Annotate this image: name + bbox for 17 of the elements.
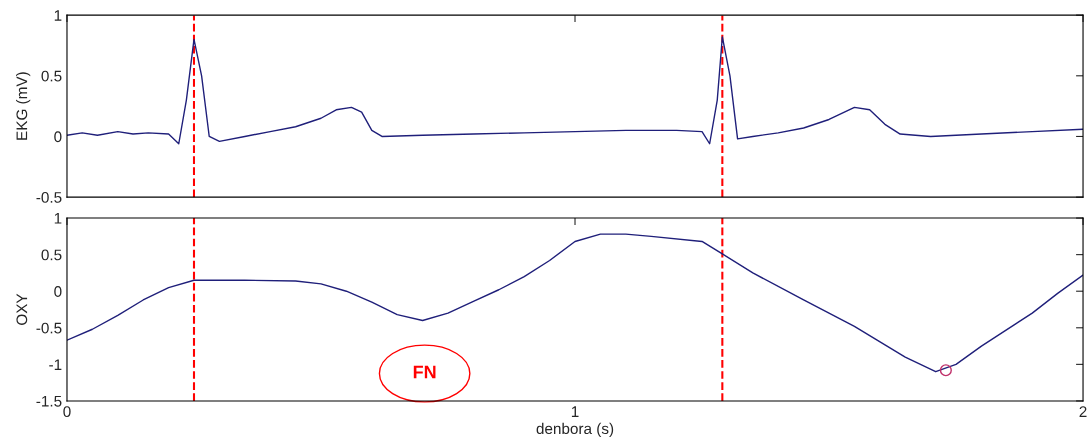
y-axis-title: OXY bbox=[16, 293, 28, 325]
x-tick-label: 2 bbox=[1079, 406, 1087, 417]
y-tick-label: 0.5 bbox=[41, 70, 62, 82]
y-axis-title: EKG (mV) bbox=[16, 72, 31, 140]
x-tick-label: 0 bbox=[63, 406, 71, 418]
y-tick-label: 0 bbox=[54, 131, 62, 143]
y-tick-label: 0 bbox=[54, 286, 62, 297]
y-tick-label: 1 bbox=[54, 10, 62, 21]
y-tick-label: -0.5 bbox=[36, 192, 62, 203]
y-tick-label: -1 bbox=[49, 359, 62, 370]
y-tick-label: -0.5 bbox=[36, 322, 62, 334]
x-axis-title: denbora (s) bbox=[536, 422, 614, 438]
annotation: FN bbox=[413, 365, 436, 379]
y-tick-label: 0.5 bbox=[41, 249, 62, 261]
x-tick-label: 1 bbox=[571, 406, 579, 417]
y-tick-label: 1 bbox=[54, 213, 62, 224]
y-tick-label: -1.5 bbox=[36, 395, 62, 407]
